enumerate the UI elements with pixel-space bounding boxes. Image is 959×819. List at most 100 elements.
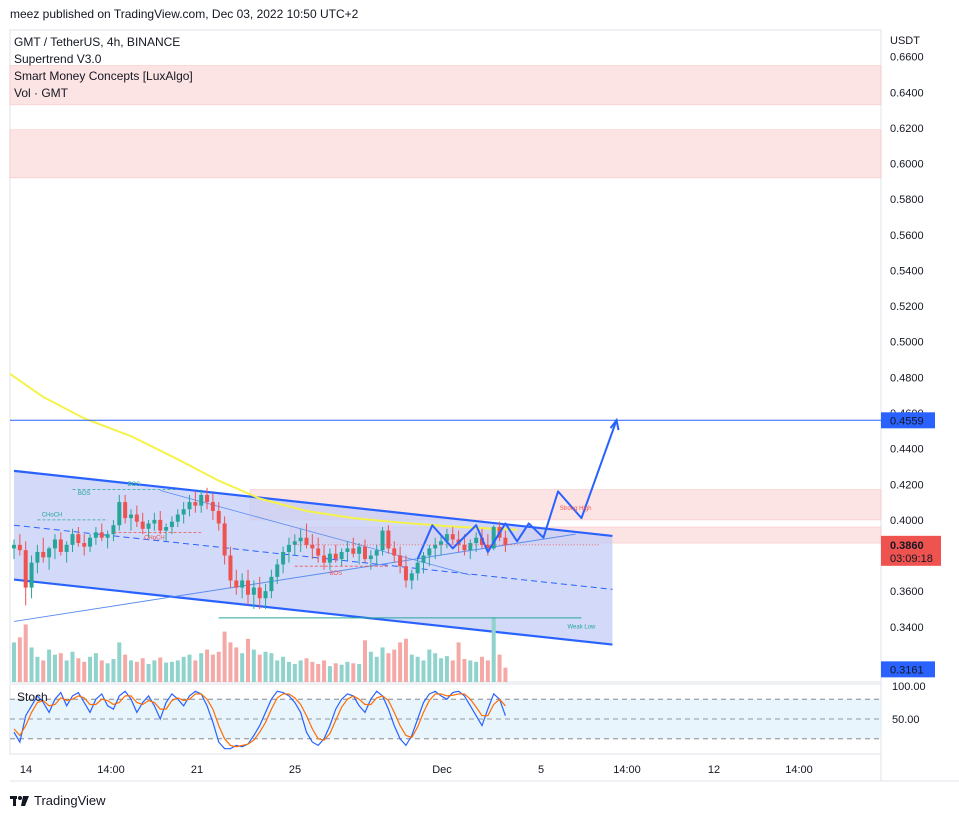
candle[interactable] bbox=[76, 527, 81, 547]
candle-body bbox=[47, 548, 52, 558]
candle[interactable] bbox=[386, 525, 391, 554]
candle[interactable] bbox=[29, 555, 34, 599]
candle[interactable] bbox=[193, 491, 198, 513]
candle[interactable] bbox=[234, 569, 239, 595]
stoch-d-line[interactable] bbox=[13, 693, 506, 748]
stoch-legend[interactable]: Stoch bbox=[17, 690, 48, 704]
candle[interactable] bbox=[491, 525, 496, 551]
candle[interactable] bbox=[181, 502, 186, 524]
candle[interactable] bbox=[99, 523, 104, 542]
candle[interactable] bbox=[415, 559, 420, 581]
volume-bar bbox=[158, 657, 163, 682]
candle[interactable] bbox=[210, 493, 215, 520]
candle[interactable] bbox=[444, 528, 449, 549]
candle[interactable] bbox=[403, 555, 408, 588]
legend-smc[interactable]: Smart Money Concepts [LuxAlgo] bbox=[14, 69, 193, 83]
candle[interactable] bbox=[474, 532, 479, 552]
candle[interactable] bbox=[41, 537, 46, 563]
candle[interactable] bbox=[199, 489, 204, 513]
candle-body bbox=[29, 562, 34, 588]
candle[interactable] bbox=[222, 516, 227, 565]
candle-body bbox=[64, 544, 69, 552]
volume-bar bbox=[234, 647, 239, 682]
candle[interactable] bbox=[257, 576, 262, 609]
candle[interactable] bbox=[88, 534, 93, 552]
candle[interactable] bbox=[105, 530, 110, 549]
candle[interactable] bbox=[146, 519, 151, 538]
legend-supertrend[interactable]: Supertrend V3.0 bbox=[14, 52, 102, 66]
stoch-k-line[interactable] bbox=[13, 690, 506, 750]
candle[interactable] bbox=[374, 544, 379, 565]
candle[interactable] bbox=[35, 544, 40, 574]
tradingview-logo[interactable]: TradingView bbox=[10, 793, 106, 808]
projection-arrowhead bbox=[609, 417, 620, 431]
candle[interactable] bbox=[82, 534, 87, 556]
volume-bar bbox=[363, 640, 367, 682]
candle-body bbox=[88, 537, 93, 547]
candle[interactable] bbox=[380, 527, 385, 556]
candle[interactable] bbox=[316, 537, 321, 563]
channel-lower-line[interactable] bbox=[13, 578, 613, 646]
candle[interactable] bbox=[23, 541, 28, 606]
candle[interactable] bbox=[205, 487, 210, 510]
candle[interactable] bbox=[129, 509, 133, 531]
candle[interactable] bbox=[398, 546, 403, 574]
candle[interactable] bbox=[187, 494, 192, 517]
candle[interactable] bbox=[322, 544, 327, 570]
candle[interactable] bbox=[111, 519, 116, 542]
candle[interactable] bbox=[339, 548, 344, 567]
legend-symbol[interactable]: GMT / TetherUS, 4h, BINANCE bbox=[14, 35, 181, 49]
rising-trendline[interactable] bbox=[13, 533, 576, 622]
candle[interactable] bbox=[310, 534, 315, 560]
candle[interactable] bbox=[47, 546, 52, 570]
candle[interactable] bbox=[169, 516, 174, 535]
channel-upper-line[interactable] bbox=[13, 469, 613, 538]
candle[interactable] bbox=[140, 512, 145, 535]
candle[interactable] bbox=[333, 544, 338, 563]
candle[interactable] bbox=[468, 539, 473, 560]
candle[interactable] bbox=[263, 584, 268, 609]
candle-body bbox=[462, 544, 467, 551]
candle[interactable] bbox=[228, 546, 233, 588]
candle[interactable] bbox=[58, 532, 63, 556]
ema-line[interactable] bbox=[9, 372, 518, 531]
candle[interactable] bbox=[216, 502, 221, 531]
legend-volume[interactable]: Vol · GMT bbox=[14, 86, 69, 100]
candle[interactable] bbox=[363, 539, 367, 563]
candle[interactable] bbox=[275, 559, 280, 585]
candle[interactable] bbox=[93, 527, 98, 545]
candle[interactable] bbox=[123, 494, 128, 524]
candle[interactable] bbox=[450, 527, 455, 545]
candle[interactable] bbox=[269, 569, 274, 599]
candle[interactable] bbox=[117, 494, 122, 531]
candle[interactable] bbox=[240, 573, 245, 599]
candle[interactable] bbox=[12, 539, 16, 560]
candle[interactable] bbox=[175, 509, 180, 528]
candle-body bbox=[199, 494, 204, 506]
candle[interactable] bbox=[351, 537, 356, 558]
projection-path[interactable] bbox=[416, 419, 618, 560]
candle[interactable] bbox=[345, 541, 350, 561]
candle[interactable] bbox=[158, 510, 163, 535]
candle[interactable] bbox=[286, 537, 291, 563]
candle[interactable] bbox=[298, 528, 303, 552]
candle[interactable] bbox=[421, 551, 426, 574]
candle[interactable] bbox=[251, 580, 256, 609]
candle[interactable] bbox=[439, 535, 444, 556]
candle[interactable] bbox=[52, 534, 57, 560]
candle[interactable] bbox=[409, 569, 414, 590]
candle[interactable] bbox=[64, 541, 69, 563]
candle[interactable] bbox=[503, 530, 508, 552]
candle[interactable] bbox=[433, 537, 438, 560]
candle[interactable] bbox=[304, 523, 309, 549]
candle[interactable] bbox=[134, 505, 139, 528]
candle[interactable] bbox=[70, 528, 75, 552]
candle[interactable] bbox=[427, 544, 432, 567]
y-tick-label: 0.6600 bbox=[890, 52, 924, 64]
candle[interactable] bbox=[281, 546, 286, 574]
candle[interactable] bbox=[152, 512, 157, 531]
candle[interactable] bbox=[17, 534, 22, 556]
candle[interactable] bbox=[357, 543, 362, 565]
candle[interactable] bbox=[246, 569, 250, 606]
